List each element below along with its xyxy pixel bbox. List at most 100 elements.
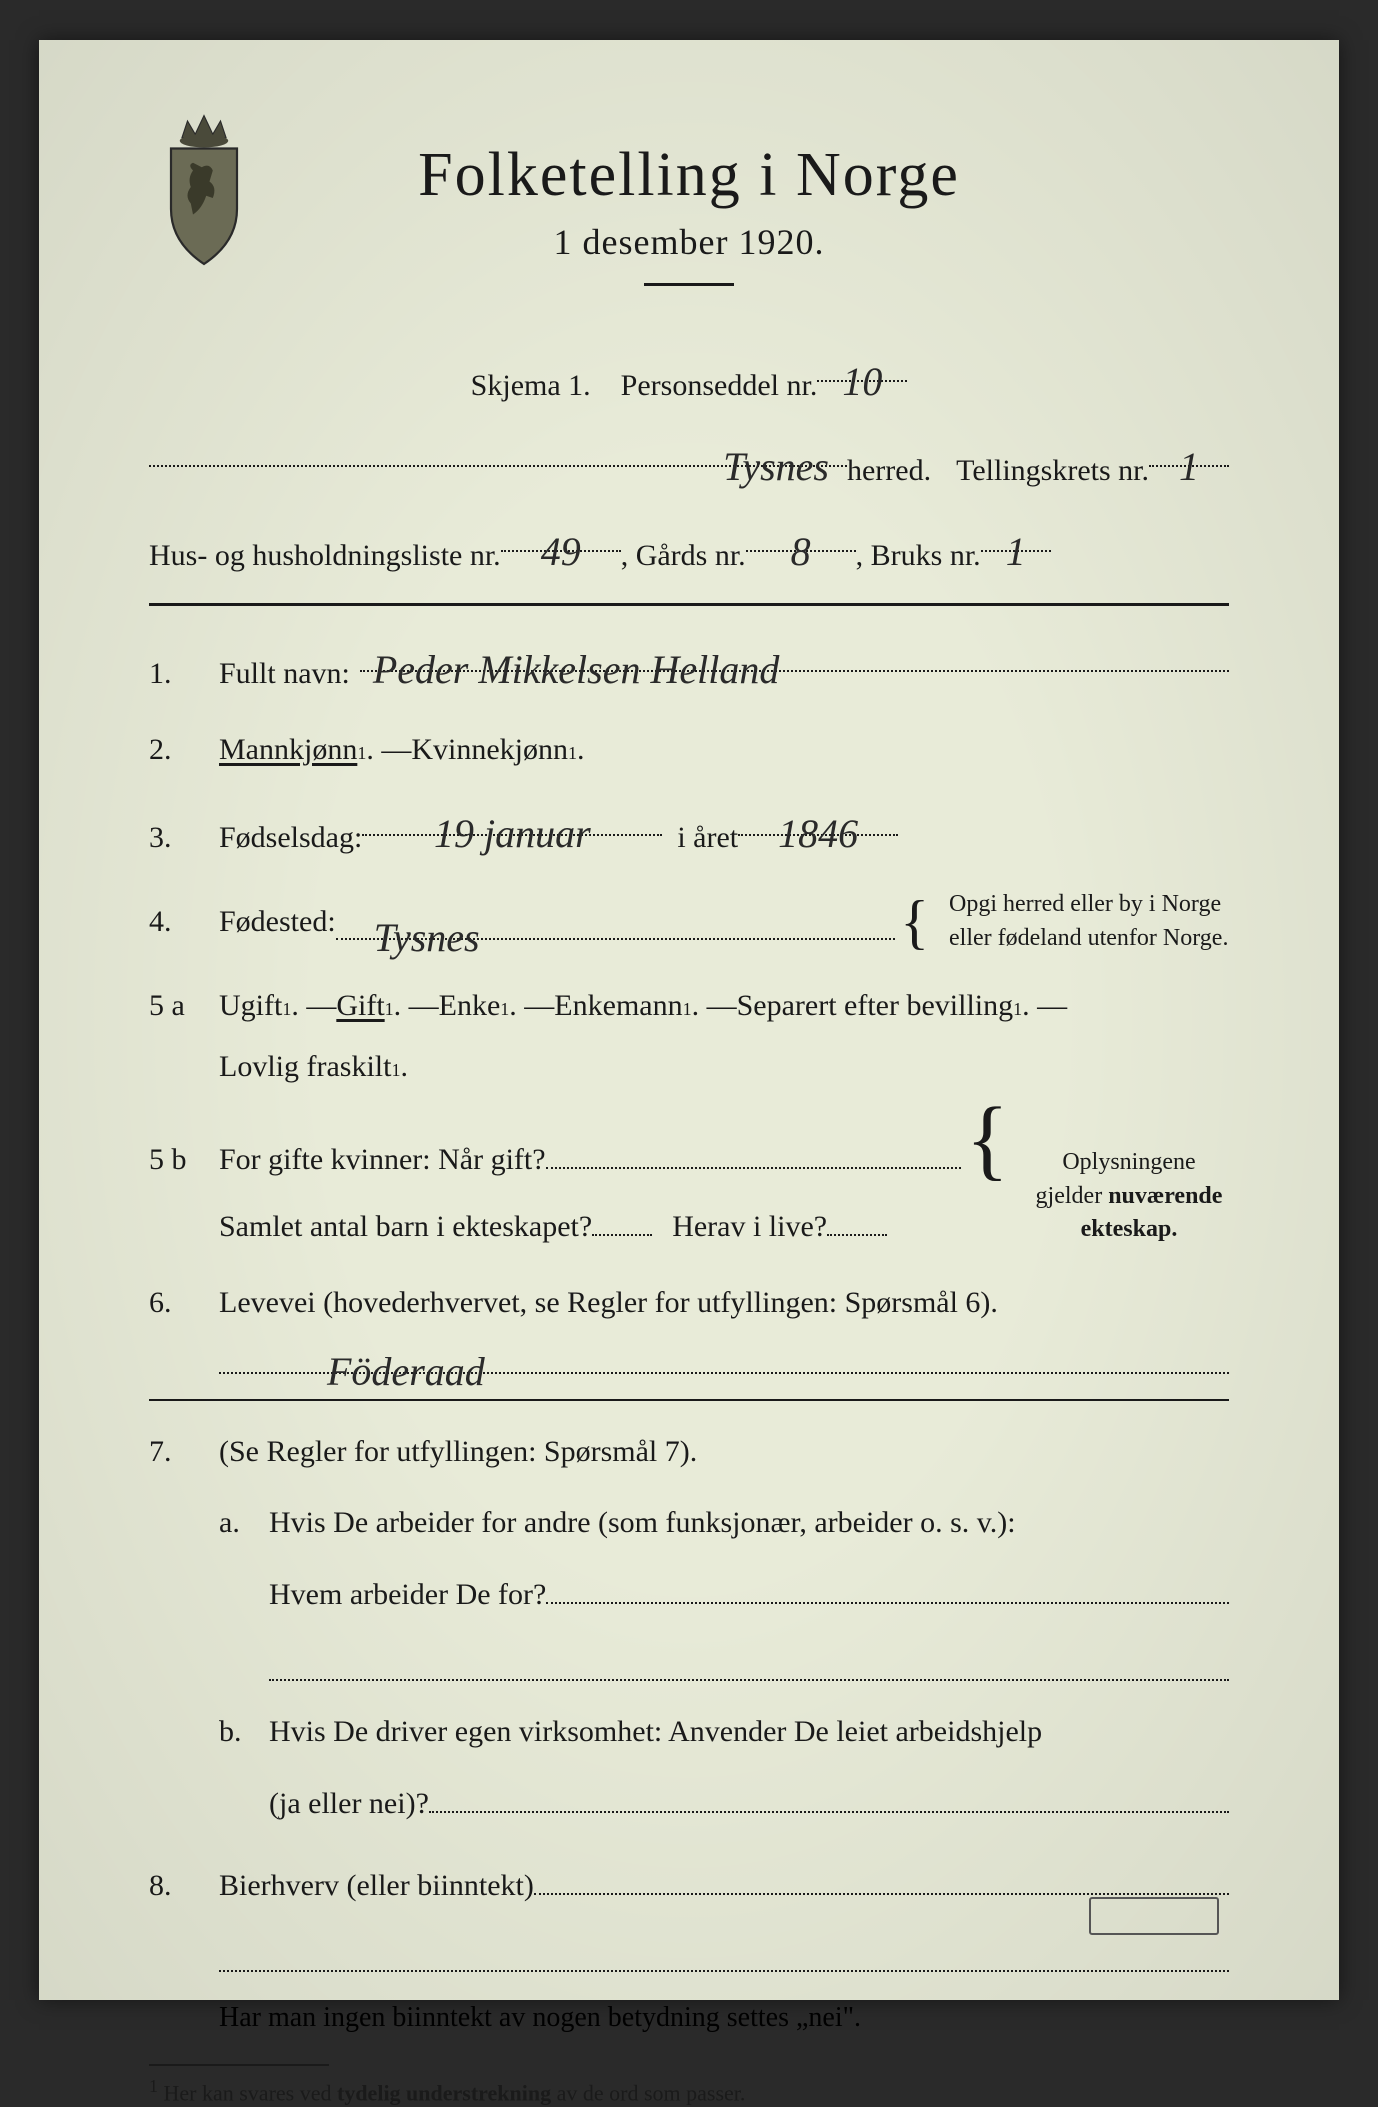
q7b-text: Hvis De driver egen virksomhet: Anvender… [269,1706,1042,1757]
bruks-field: 1 [981,516,1051,552]
q5b-field3 [827,1200,887,1236]
footnote-divider [149,2064,329,2066]
q6-label: Levevei (hovederhvervet, se Regler for u… [219,1286,998,1319]
title-block: Folketelling i Norge 1 desember 1920. [418,140,960,316]
q7-num: 7. [149,1426,219,1477]
q4-num: 4. [149,896,219,947]
section-divider-2 [149,1399,1229,1401]
meta-line-1: Skjema 1. Personseddel nr. 10 [149,346,1229,413]
herred-value: Tysnes [715,444,837,489]
gards-field: 8 [746,516,856,552]
husliste-label: Hus- og husholdningsliste nr. [149,529,501,583]
q7b-text2: (ja eller nei)? [269,1778,429,1829]
q7a-text2: Hvem arbeider De for? [269,1569,546,1620]
q3-day-value: 19 januar [426,811,599,856]
q1-field: Peder Mikkelsen Helland [360,636,1229,672]
footer-note1: Har man ingen biinntekt av nogen betydni… [149,2002,1229,2034]
husliste-value: 49 [533,529,589,574]
q5b-field1 [546,1133,961,1169]
header: Folketelling i Norge 1 desember 1920. [149,140,1229,316]
q5b-label2: Samlet antal barn i ekteskapet? [219,1201,592,1252]
herred-field: Tysnes [149,431,847,467]
bruks-value: 1 [998,529,1034,574]
opt-enkemann: Enkemann [554,980,682,1031]
opt-separert: Separert efter bevilling [737,980,1014,1031]
q6-value: Föderaad [319,1349,493,1394]
gards-value: 8 [783,529,819,574]
q3-day-field: 19 januar [362,800,662,836]
q1-num: 1. [149,648,219,699]
q8-label: Bierhverv (eller biinntekt) [219,1860,534,1911]
q7a-field [546,1568,1229,1604]
census-form-page: Folketelling i Norge 1 desember 1920. Sk… [39,40,1339,2000]
personseddel-nr-value: 10 [834,359,890,404]
question-3: 3. Fødselsdag: 19 januar i året 1846 [149,800,1229,863]
bruks-label: , Bruks nr. [856,529,981,583]
q5b-num: 5 b [149,1134,219,1185]
tellingskrets-label: Tellingskrets nr. [956,444,1149,498]
q5b-note: Oplysningene gjelder nuværende ekteskap. [1029,1146,1229,1247]
q7b-field [429,1777,1229,1813]
personseddel-label: Personseddel nr. [621,359,818,413]
q4-label: Fødested: [219,896,336,947]
meta-line-3: Hus- og husholdningsliste nr. 49 , Gårds… [149,516,1229,583]
q5b-label3: Herav i live? [672,1201,827,1252]
opt-fraskilt: Lovlig fraskilt [219,1041,391,1092]
question-6: 6. Levevei (hovederhvervet, se Regler fo… [149,1277,1229,1374]
opt-enke: Enke [439,980,501,1031]
q2-male-option: Mannkjønn [219,724,357,775]
q2-female-option: Kvinnekjønn [411,724,568,775]
q4-field: Tysnes [336,904,896,940]
question-8: 8. Bierhverv (eller biinntekt) [149,1859,1229,1911]
q3-year-label: i året [677,812,738,863]
q3-num: 3. [149,812,219,863]
q5b-field2 [592,1200,652,1236]
q6-field: Föderaad [219,1338,1229,1374]
section-divider-1 [149,603,1229,606]
title-divider [644,283,734,286]
tellingskrets-value: 1 [1171,444,1207,489]
main-title: Folketelling i Norge [418,140,960,211]
question-5b: 5 b For gifte kvinner: Når gift? Samlet … [149,1117,1229,1252]
footnote-marker: 1 [149,2076,158,2096]
q3-year-field: 1846 [738,800,898,836]
q8-field [534,1859,1229,1895]
printer-stamp-icon [1089,1897,1219,1935]
question-5a: 5 a Ugift1. — Gift1. — Enke1. — Enkemann… [149,980,1229,1092]
q6-num: 6. [149,1277,219,1328]
q5b-label1: For gifte kvinner: Når gift? [219,1134,546,1185]
q7a-field2 [269,1645,1229,1681]
meta-line-2: Tysnes herred. Tellingskrets nr. 1 [149,431,1229,498]
q8-num: 8. [149,1860,219,1911]
q7-label: (Se Regler for utfyllingen: Spørsmål 7). [219,1426,697,1477]
q1-value: Peder Mikkelsen Helland [365,647,788,692]
brace-icon: { [900,907,929,937]
q4-note: Opgi herred eller by i Norge eller fødel… [949,888,1229,955]
q3-year-value: 1846 [770,811,866,856]
sub-title: 1 desember 1920. [418,221,960,263]
question-7: 7. (Se Regler for utfyllingen: Spørsmål … [149,1426,1229,1829]
coat-of-arms-icon [149,110,259,270]
q7a-text1: Hvis De arbeider for andre (som funksjon… [269,1497,1016,1548]
q1-label: Fullt navn: [219,648,350,699]
q2-num: 2. [149,724,219,775]
question-4: 4. Fødested: Tysnes { Opgi herred eller … [149,888,1229,955]
q7a-label: a. [219,1497,269,1548]
q3-label: Fødselsdag: [219,812,362,863]
skjema-label: Skjema 1. [471,359,591,413]
opt-gift: Gift [336,980,384,1031]
question-1: 1. Fullt navn: Peder Mikkelsen Helland [149,636,1229,699]
footnote: 1 Her kan svares ved tydelig understrekn… [149,2076,1229,2106]
q8-field2 [219,1936,1229,1972]
personseddel-nr-field: 10 [817,346,907,382]
brace-icon: { [966,1117,1009,1162]
tellingskrets-field: 1 [1149,431,1229,467]
q4-value: Tysnes [366,915,488,960]
gards-label: , Gårds nr. [621,529,746,583]
q7b-label: b. [219,1706,269,1757]
question-2: 2. Mannkjønn1. — Kvinnekjønn1. [149,724,1229,775]
opt-ugift: Ugift [219,980,282,1031]
husliste-field: 49 [501,516,621,552]
herred-label: herred. [847,444,931,498]
q5a-num: 5 a [149,980,219,1031]
